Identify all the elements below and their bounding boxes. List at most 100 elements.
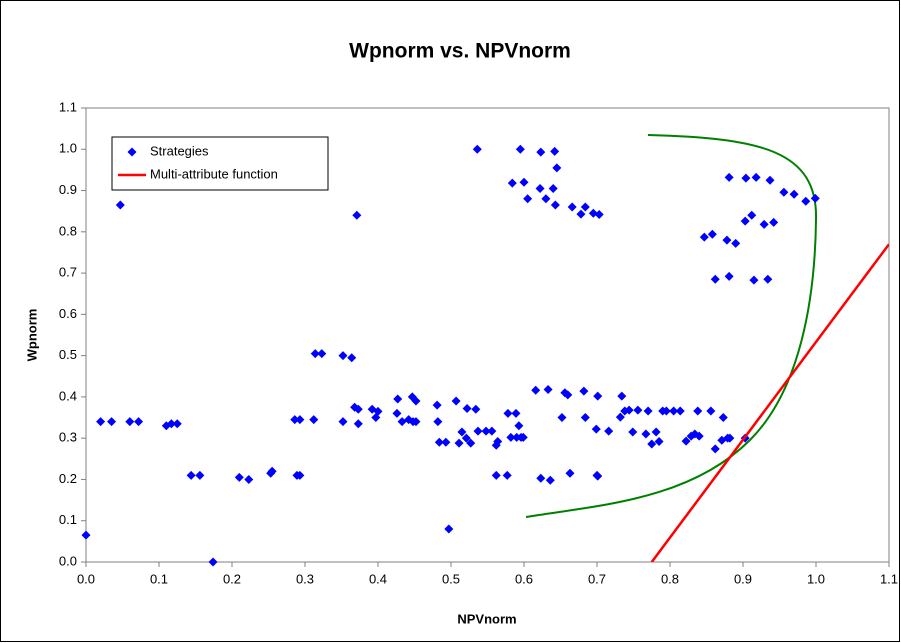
data-point [550, 146, 560, 156]
data-point [536, 473, 546, 483]
data-point [487, 426, 497, 436]
data-point [641, 429, 651, 439]
data-point [433, 417, 443, 427]
x-tick-label: 0.4 [369, 571, 387, 586]
x-tick-label: 0.1 [150, 571, 168, 586]
y-tick-label: 1.1 [59, 99, 77, 114]
data-point [594, 209, 604, 219]
data-point [186, 470, 196, 480]
data-point [759, 219, 769, 229]
data-point [557, 413, 567, 423]
data-point [724, 172, 734, 182]
data-point [740, 216, 750, 226]
data-point [769, 217, 779, 227]
data-point [515, 144, 525, 154]
data-point [434, 437, 444, 447]
y-tick-label: 0.8 [59, 223, 77, 238]
x-tick-label: 0.7 [588, 571, 606, 586]
data-point [617, 391, 627, 401]
data-point [347, 353, 357, 363]
data-point [81, 530, 91, 540]
data-point [352, 210, 362, 220]
data-point [457, 427, 467, 437]
data-point [393, 394, 403, 404]
function-line [650, 243, 889, 562]
data-point [397, 417, 407, 427]
data-point [493, 436, 503, 446]
data-point [309, 415, 319, 425]
data-point [503, 408, 513, 418]
plot [81, 144, 889, 567]
plot-area [85, 107, 890, 563]
x-tick-label: 0.6 [515, 571, 533, 586]
data-point [507, 178, 517, 188]
data-point [134, 417, 144, 427]
data-point [651, 427, 661, 437]
data-point [545, 475, 555, 485]
data-point [491, 470, 501, 480]
y-tick-label: 0.3 [59, 430, 77, 445]
chart-title: Wpnorm vs. NPVnorm [349, 40, 571, 63]
data-point [244, 474, 254, 484]
data-point [353, 419, 363, 429]
data-point [593, 471, 603, 481]
data-point [208, 557, 218, 567]
data-point [310, 349, 320, 359]
data-point [749, 275, 759, 285]
x-tick-label: 1.0 [807, 571, 825, 586]
data-point [591, 424, 601, 434]
data-point [810, 193, 820, 203]
data-point [353, 404, 363, 414]
y-tick-label: 0.2 [59, 471, 77, 486]
data-point [604, 426, 614, 436]
data-point [462, 403, 472, 413]
data-point [722, 235, 732, 245]
data-point [338, 351, 348, 361]
data-point [620, 406, 630, 416]
data-point [567, 202, 577, 212]
data-point [779, 187, 789, 197]
y-tick-label: 0.1 [59, 512, 77, 527]
data-point [576, 209, 586, 219]
data-point [125, 417, 135, 427]
data-point [552, 163, 562, 173]
data-point [731, 238, 741, 248]
data-point [338, 417, 348, 427]
data-point [172, 419, 182, 429]
data-point [565, 468, 575, 478]
data-point [454, 438, 464, 448]
data-point [531, 385, 541, 395]
data-point [195, 470, 205, 480]
data-point [107, 417, 117, 427]
data-point [741, 173, 751, 183]
y-axis-label: Wpnorm [24, 309, 39, 362]
data-point [234, 472, 244, 482]
data-point [747, 210, 757, 220]
data-point [710, 274, 720, 284]
data-point [451, 396, 461, 406]
data-point [661, 406, 671, 416]
x-tick-label: 0.5 [442, 571, 460, 586]
data-point [471, 404, 481, 414]
x-tick-label: 0.0 [77, 571, 95, 586]
data-point [543, 384, 553, 394]
data-point [669, 406, 679, 416]
data-point [548, 183, 558, 193]
frontier-curve [525, 134, 818, 518]
data-point [550, 200, 560, 210]
y-tick-label: 0.5 [59, 347, 77, 362]
data-point [725, 433, 735, 443]
data-point [267, 466, 277, 476]
y-tick-label: 0.4 [59, 388, 77, 403]
data-point [628, 427, 638, 437]
data-point [461, 433, 471, 443]
x-tick-label: 0.2 [223, 571, 241, 586]
data-point [481, 426, 491, 436]
data-point [295, 470, 305, 480]
x-tick-label: 0.3 [296, 571, 314, 586]
data-point [633, 405, 643, 415]
data-point [444, 524, 454, 534]
x-tick-label: 0.9 [734, 571, 752, 586]
